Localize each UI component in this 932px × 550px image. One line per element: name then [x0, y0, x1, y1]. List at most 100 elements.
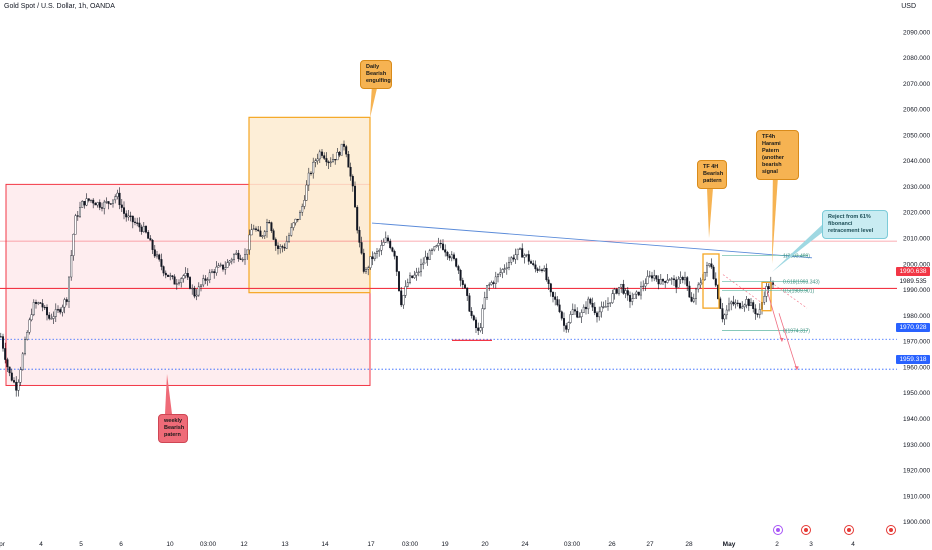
- candle-body: [349, 166, 352, 177]
- candle-body: [490, 282, 493, 285]
- candle-body: [89, 199, 92, 202]
- candle-body: [576, 310, 579, 318]
- candle-body: [543, 268, 546, 271]
- candle-body: [360, 242, 363, 254]
- candle-body: [538, 269, 541, 271]
- candle-body: [521, 248, 524, 258]
- candle-body: [204, 278, 207, 281]
- candle-body: [246, 249, 249, 255]
- candle-body: [710, 263, 713, 268]
- candle-body: [723, 314, 726, 320]
- candle-body: [633, 293, 636, 299]
- candle-body: [728, 303, 731, 311]
- candle-body: [442, 243, 445, 250]
- candle-body: [151, 240, 154, 250]
- candle-body: [712, 266, 715, 279]
- candle-body: [450, 254, 453, 259]
- candles: [0, 140, 775, 397]
- x-tick-label: 19: [441, 541, 449, 548]
- candle-body: [635, 291, 638, 295]
- candle-body: [206, 279, 209, 281]
- candle-body: [74, 215, 77, 235]
- candle-body: [288, 235, 291, 242]
- candle-body: [21, 353, 24, 370]
- candle-body: [24, 339, 27, 355]
- candle-body: [54, 309, 57, 317]
- weekly-pattern-callout[interactable]: weekly Bearish patern: [158, 414, 188, 443]
- candle-body: [94, 202, 97, 206]
- candle-body: [312, 161, 315, 174]
- candle-body: [648, 275, 651, 277]
- candle-body: [516, 248, 519, 255]
- x-tick-label: 10: [166, 541, 174, 548]
- candle-body: [514, 254, 517, 260]
- tf4h-harami-callout[interactable]: TF4h Harami Patern (another bearish sign…: [756, 130, 799, 180]
- y-tick-label: 1910.000: [903, 493, 930, 500]
- fibonacci-reject-callout[interactable]: Reject from 61% fibonanci retracement le…: [822, 210, 888, 239]
- x-tick-label: 13: [281, 541, 289, 548]
- candle-body: [574, 309, 577, 312]
- candle-body: [530, 261, 533, 264]
- candle-body: [281, 246, 284, 248]
- candle-body: [272, 230, 275, 240]
- candle-body: [464, 284, 467, 289]
- candle-body: [668, 279, 671, 281]
- candle-body: [611, 293, 614, 303]
- candle-body: [17, 382, 20, 391]
- candle-body: [30, 314, 33, 321]
- candle-body: [593, 306, 596, 314]
- candle-body: [415, 272, 418, 276]
- candle-body: [321, 151, 324, 156]
- candle-body: [63, 299, 66, 308]
- candle-body: [191, 287, 194, 290]
- candle-body: [162, 266, 165, 274]
- tf4h-bearish-callout[interactable]: TF 4H Bearish pattern: [697, 160, 727, 189]
- candle-body: [734, 302, 737, 305]
- candle-body: [428, 250, 431, 260]
- candle-body: [448, 255, 451, 259]
- candle-body: [378, 250, 381, 252]
- candle-body: [169, 275, 172, 277]
- candle-body: [417, 271, 420, 273]
- candle-body: [46, 306, 49, 316]
- candle-body: [604, 306, 607, 308]
- candle-body: [556, 299, 559, 306]
- candle-body: [15, 381, 18, 391]
- candle-body: [651, 275, 654, 279]
- daily-engulfing-callout[interactable]: Daily Bearish engulfing: [360, 60, 392, 89]
- candle-body: [160, 259, 163, 267]
- support-price-tag-2: 1959.318: [896, 355, 930, 364]
- candle-body: [666, 279, 669, 283]
- x-tick-label: 03:00: [564, 541, 581, 548]
- candle-body: [499, 272, 502, 275]
- candle-body: [28, 319, 31, 333]
- candle-body: [534, 264, 537, 270]
- candle-body: [140, 226, 143, 232]
- candle-body: [563, 318, 566, 326]
- candle-body: [637, 291, 640, 296]
- candle-body: [453, 254, 456, 259]
- x-tick-label: 03:00: [200, 541, 217, 548]
- resistance-price-tag: 1990.638: [896, 267, 930, 276]
- candle-body: [6, 359, 9, 368]
- candle-body: [736, 302, 739, 304]
- candle-body: [560, 311, 563, 319]
- candle-body: [239, 258, 242, 260]
- candle-body: [85, 198, 88, 206]
- candle-body: [354, 185, 357, 208]
- candle-body: [338, 152, 341, 156]
- candle-body: [351, 176, 354, 187]
- candle-body: [380, 245, 383, 251]
- candle-body: [393, 251, 396, 257]
- fib-callout-pointer: [772, 224, 828, 272]
- candle-body: [19, 369, 22, 383]
- candle-body: [292, 222, 295, 228]
- candle-body: [188, 277, 191, 289]
- candle-body: [78, 207, 81, 217]
- projection-arrow: [766, 289, 783, 342]
- candle-body: [213, 271, 216, 274]
- candle-body: [457, 266, 460, 271]
- candle-body: [620, 283, 623, 288]
- candle-body: [615, 289, 618, 294]
